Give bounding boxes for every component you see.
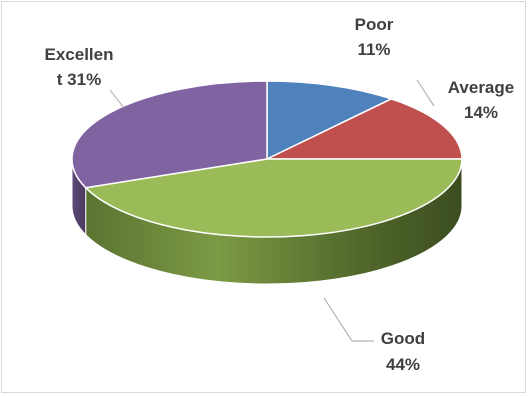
- label-excellent-name: Excellen: [45, 45, 114, 64]
- label-poor-name: Poor: [355, 15, 394, 34]
- label-good-name: Good: [381, 329, 425, 348]
- label-poor-pct: 11%: [357, 40, 390, 59]
- slice-excellent: [71, 80, 268, 189]
- leader-good: [323, 297, 374, 342]
- leader-excellent: [109, 89, 125, 109]
- slice-average: [266, 98, 463, 160]
- leader-lines: [109, 79, 435, 342]
- slice-poor: [266, 80, 393, 160]
- label-good-pct: 44%: [386, 355, 420, 374]
- slice-good: [84, 158, 463, 238]
- pie-group: [71, 80, 463, 285]
- label-average-pct: 14%: [464, 103, 498, 122]
- label-average-name: Average: [448, 78, 514, 97]
- label-excellent-pct: t 31%: [57, 70, 101, 89]
- leader-average: [416, 79, 435, 107]
